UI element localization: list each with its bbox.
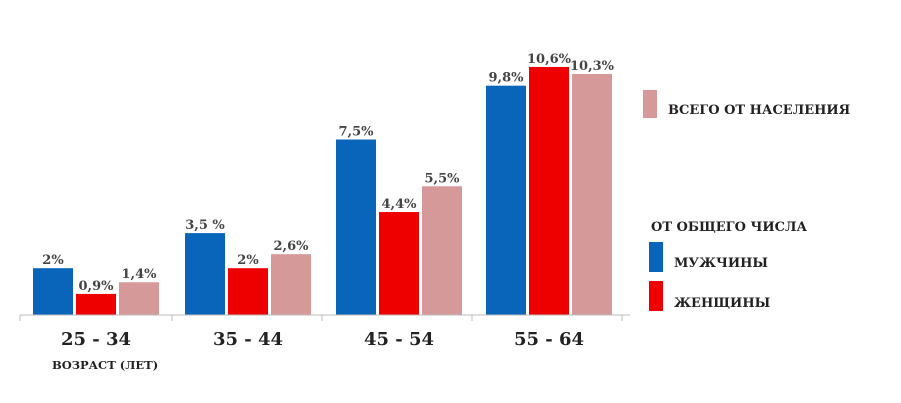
value-label-women-3: 10,6% [527,52,572,67]
value-label-total-1: 2,6% [274,239,310,254]
bar-women-1 [228,268,268,315]
value-label-men-1: 3,5 % [185,218,225,233]
value-label-men-3: 9,8% [489,71,525,86]
value-labels-layer: 2%0,9%1,4%3,5 %2%2,6%7,5%4,4%5,5%9,8%10,… [42,52,614,294]
category-labels-layer: 25 - 34 35 - 44 45 - 54 55 - 64 [61,329,584,350]
category-label-1: 35 - 44 [213,329,283,350]
bar-men-3 [486,85,526,316]
bar-women-0 [76,293,116,315]
bar-total-3 [572,73,612,315]
bar-total-2 [422,186,462,315]
bars-layer [33,66,612,316]
legend-men-swatch [649,242,663,272]
category-label-0: 25 - 34 [61,329,131,350]
bar-total-0 [119,282,159,315]
bar-total-1 [271,254,311,315]
value-label-women-2: 4,4% [382,197,418,212]
bar-men-1 [185,233,225,315]
legend-women-label: ЖЕНЩИНЫ [674,296,771,311]
legend-group-title: ОТ ОБЩЕГО ЧИСЛА [651,220,807,235]
category-label-2: 45 - 54 [364,329,434,350]
value-label-women-1: 2% [237,253,259,268]
value-label-total-3: 10,3% [570,59,615,74]
value-label-men-0: 2% [42,253,64,268]
legend-men-label: МУЖЧИНЫ [674,256,768,271]
legend-total-label: ВСЕГО ОТ НАСЕЛЕНИЯ [668,103,850,118]
bar-women-3 [529,66,569,316]
category-label-3: 55 - 64 [514,329,584,350]
value-label-men-2: 7,5% [339,125,375,140]
bar-men-2 [336,139,376,315]
legend-women-swatch [649,281,663,311]
legend: ВСЕГО ОТ НАСЕЛЕНИЯ ОТ ОБЩЕГО ЧИСЛА МУЖЧИ… [643,90,850,311]
value-label-total-0: 1,4% [122,267,158,282]
bar-men-0 [33,268,73,315]
value-label-women-0: 0,9% [79,279,115,294]
x-axis-label: ВОЗРАСТ (ЛЕТ) [52,358,158,372]
legend-total-swatch [643,90,657,118]
value-label-total-2: 5,5% [425,171,461,186]
x-tick-layer [19,315,623,321]
bar-women-2 [379,212,419,315]
